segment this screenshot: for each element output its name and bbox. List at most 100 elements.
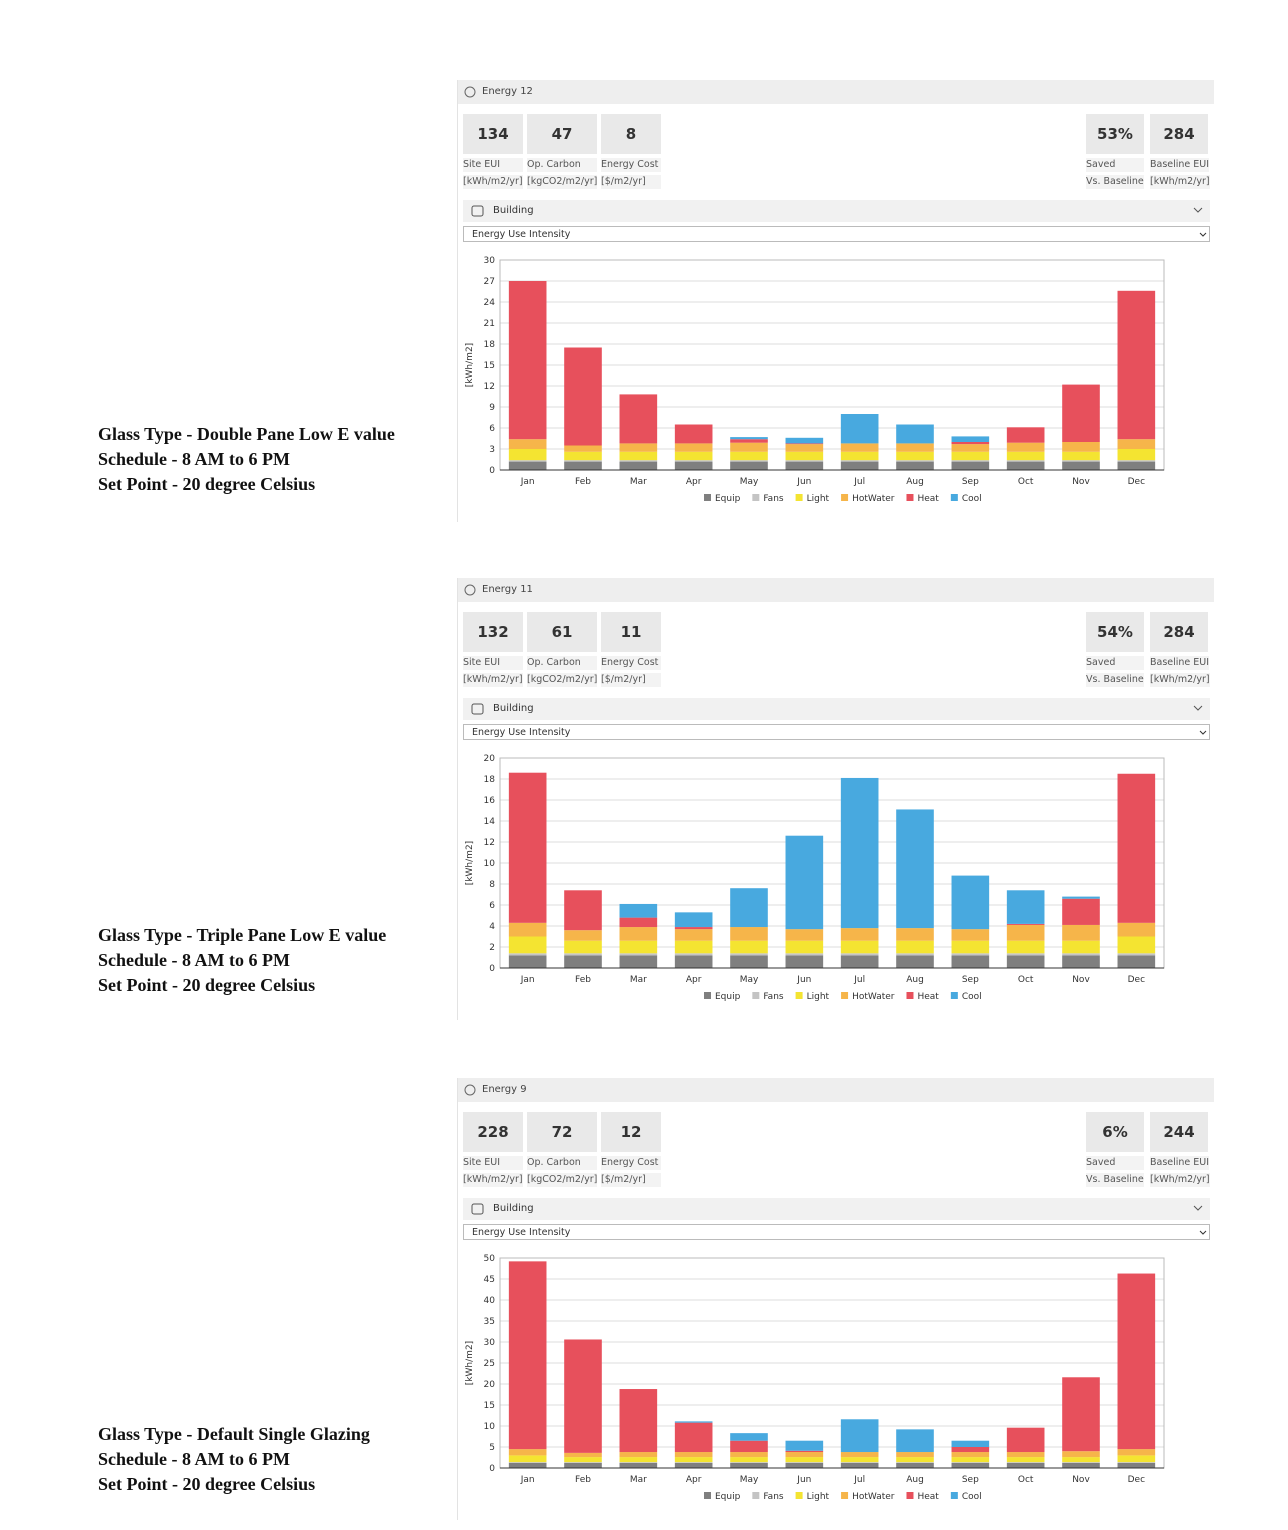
metric-unit: [kWh/m2/yr]	[1150, 673, 1210, 687]
metric-value: 12	[601, 1112, 661, 1152]
x-tick-label: Sep	[962, 975, 979, 985]
bar-segment	[619, 1389, 658, 1453]
bar-segment	[1117, 1462, 1156, 1463]
metric-value: 54%	[1086, 612, 1144, 652]
x-tick-label: Aug	[906, 477, 924, 487]
bar-segment	[1062, 898, 1100, 925]
y-tick-label: 9	[489, 403, 495, 413]
x-tick-label: Dec	[1128, 1475, 1145, 1485]
bar-segment	[896, 1462, 934, 1468]
x-tick-label: Nov	[1072, 477, 1090, 487]
metric-label: Saved	[1086, 1156, 1144, 1170]
bar-segment	[840, 1462, 879, 1463]
bar-segment	[1006, 923, 1045, 925]
bar-segment	[785, 451, 824, 461]
y-tick-label: 14	[484, 817, 496, 827]
bar-segment	[1006, 890, 1045, 924]
bar-segment	[674, 451, 713, 461]
x-tick-label: Jul	[853, 975, 865, 985]
metric-value: 61	[527, 612, 597, 652]
bar-segment	[1117, 1462, 1156, 1468]
bar-segment	[508, 460, 547, 462]
y-tick-label: 21	[484, 319, 495, 329]
legend-swatch	[950, 494, 958, 501]
metric-unit: [kgCO2/m2/yr]	[527, 1173, 598, 1187]
bar-segment	[1117, 461, 1156, 470]
legend-swatch	[906, 1492, 914, 1499]
bar-segment	[619, 927, 658, 941]
bar-segment	[785, 460, 824, 462]
bar-segment	[1006, 427, 1045, 443]
bar-segment	[508, 936, 547, 954]
bar-segment	[619, 917, 658, 928]
bar-segment	[785, 835, 824, 930]
legend-label: Fans	[763, 1492, 784, 1502]
bar-segment	[1006, 924, 1045, 941]
bar-segment	[674, 461, 713, 470]
bar-segment	[730, 1433, 768, 1441]
bar-segment	[785, 953, 824, 956]
y-tick-label: 0	[489, 466, 495, 476]
building-row: Building	[463, 1198, 1210, 1220]
metric-label: Baseline EUI	[1150, 1156, 1210, 1170]
bar-segment	[1006, 451, 1045, 461]
metric-unit: [kgCO2/m2/yr]	[527, 673, 598, 687]
bar-segment	[1062, 461, 1100, 470]
bar-segment	[674, 1462, 713, 1468]
bar-segment	[785, 1440, 824, 1451]
bar-segment	[619, 903, 658, 918]
bar-segment	[508, 922, 547, 937]
bar-segment	[896, 1457, 934, 1463]
bar-segment	[896, 1462, 934, 1463]
y-tick-label: 16	[484, 796, 496, 806]
bar-segment	[564, 461, 602, 470]
bar-segment	[951, 436, 990, 442]
panel-header: Energy 9	[458, 1078, 1214, 1102]
x-tick-label: Mar	[630, 477, 647, 487]
bar-segment	[785, 1462, 824, 1463]
y-tick-label: 15	[484, 361, 495, 371]
bar-segment	[508, 461, 547, 470]
metric-unit: Vs. Baseline	[1086, 1173, 1144, 1187]
bar-segment	[1062, 940, 1100, 954]
y-tick-label: 8	[489, 880, 495, 890]
legend-label: Equip	[715, 992, 741, 1002]
bar-segment	[730, 940, 768, 954]
bar-segment	[508, 1261, 547, 1450]
bar-segment	[785, 437, 824, 444]
bar-segment	[619, 1457, 658, 1463]
bar-segment	[951, 451, 990, 461]
bar-segment	[840, 928, 879, 941]
bar-segment	[1117, 955, 1156, 968]
bar-segment	[785, 955, 824, 968]
x-tick-label: Jun	[796, 1475, 811, 1485]
bar-segment	[840, 953, 879, 956]
bar-segment	[1006, 953, 1045, 956]
bar-segment	[619, 451, 658, 461]
bar-segment	[564, 460, 602, 462]
y-tick-label: 40	[484, 1296, 496, 1306]
y-tick-label: 4	[489, 922, 495, 932]
metric-label: Site EUI	[463, 656, 523, 670]
x-tick-label: Apr	[686, 1475, 702, 1485]
bar-segment	[564, 1462, 602, 1463]
bar-segment	[951, 953, 990, 956]
metric-value: 284	[1150, 114, 1208, 154]
bar-segment	[564, 940, 602, 954]
bar-segment	[1006, 1462, 1045, 1468]
bar-segment	[1117, 290, 1156, 440]
caption: Glass Type - Triple Pane Low E value Sche…	[98, 923, 386, 998]
bar-segment	[1062, 953, 1100, 956]
bar-segment	[785, 443, 824, 445]
bar-segment	[674, 443, 713, 452]
legend-label: Light	[807, 992, 830, 1002]
bar-segment	[951, 1457, 990, 1463]
bar-segment	[564, 930, 602, 941]
legend-swatch	[704, 494, 711, 501]
x-tick-label: Feb	[575, 1475, 591, 1485]
bar-segment	[508, 281, 547, 440]
bar-segment	[619, 394, 658, 444]
x-tick-label: Oct	[1018, 975, 1034, 985]
bar-segment	[564, 451, 602, 461]
bar-segment	[896, 940, 934, 954]
